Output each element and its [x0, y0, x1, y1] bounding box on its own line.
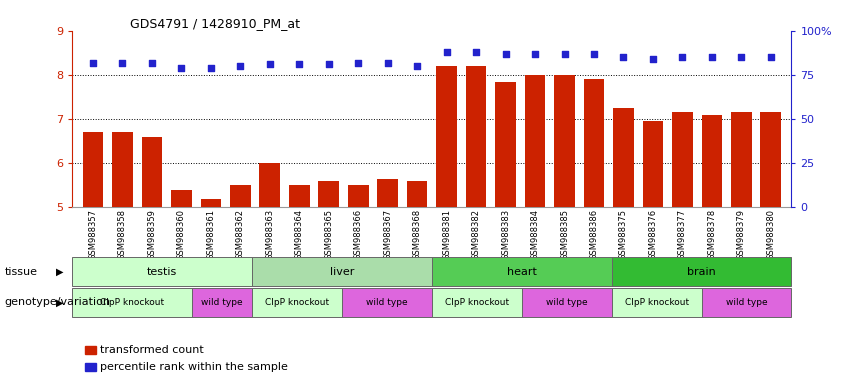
- Text: wild type: wild type: [545, 298, 587, 307]
- Bar: [83, 132, 103, 207]
- Bar: [613, 108, 634, 207]
- Text: testis: testis: [147, 266, 177, 277]
- Point: [381, 60, 395, 66]
- Bar: [72, 288, 192, 317]
- Bar: [465, 66, 487, 207]
- Bar: [112, 132, 133, 207]
- Bar: [761, 113, 781, 207]
- Point: [322, 61, 335, 67]
- Text: genotype/variation: genotype/variation: [4, 297, 111, 308]
- Bar: [141, 137, 163, 207]
- Text: heart: heart: [507, 266, 537, 277]
- Bar: [612, 257, 791, 286]
- Point: [705, 54, 718, 60]
- Bar: [495, 81, 516, 207]
- Bar: [701, 288, 791, 317]
- Point: [410, 63, 424, 69]
- Point: [233, 63, 247, 69]
- Text: transformed count: transformed count: [100, 345, 204, 355]
- Bar: [252, 257, 431, 286]
- Bar: [318, 181, 339, 207]
- Point: [587, 51, 601, 57]
- Text: ClpP knockout: ClpP knockout: [265, 298, 329, 307]
- Point: [676, 54, 689, 60]
- Bar: [643, 121, 663, 207]
- Bar: [612, 288, 701, 317]
- Bar: [171, 190, 191, 207]
- Point: [764, 54, 778, 60]
- Bar: [584, 79, 604, 207]
- Text: liver: liver: [330, 266, 354, 277]
- Point: [174, 65, 188, 71]
- Bar: [407, 181, 427, 207]
- Bar: [522, 288, 612, 317]
- Text: percentile rank within the sample: percentile rank within the sample: [100, 362, 288, 372]
- Bar: [289, 185, 310, 207]
- Bar: [431, 257, 612, 286]
- Text: wild type: wild type: [726, 298, 768, 307]
- Point: [146, 60, 159, 66]
- Bar: [525, 75, 545, 207]
- Bar: [672, 113, 693, 207]
- Point: [469, 49, 483, 55]
- Text: ClpP knockout: ClpP knockout: [445, 298, 509, 307]
- Bar: [437, 66, 457, 207]
- Point: [734, 54, 748, 60]
- Point: [86, 60, 100, 66]
- Text: ClpP knockout: ClpP knockout: [625, 298, 688, 307]
- Text: ▶: ▶: [56, 266, 64, 277]
- Bar: [431, 288, 522, 317]
- Point: [116, 60, 129, 66]
- Point: [557, 51, 571, 57]
- Bar: [554, 75, 574, 207]
- Point: [617, 54, 631, 60]
- Text: wild type: wild type: [202, 298, 243, 307]
- Text: GDS4791 / 1428910_PM_at: GDS4791 / 1428910_PM_at: [130, 17, 300, 30]
- Point: [499, 51, 512, 57]
- Text: brain: brain: [687, 266, 716, 277]
- Bar: [260, 163, 280, 207]
- Point: [528, 51, 542, 57]
- Bar: [731, 113, 751, 207]
- Point: [646, 56, 660, 62]
- Point: [204, 65, 218, 71]
- Point: [263, 61, 277, 67]
- Bar: [342, 288, 431, 317]
- Point: [351, 60, 365, 66]
- Bar: [72, 257, 252, 286]
- Text: ▶: ▶: [56, 297, 64, 308]
- Text: wild type: wild type: [366, 298, 408, 307]
- Bar: [377, 179, 398, 207]
- Bar: [252, 288, 342, 317]
- Bar: [230, 185, 251, 207]
- Text: tissue: tissue: [4, 266, 37, 277]
- Text: ClpP knockout: ClpP knockout: [100, 298, 164, 307]
- Point: [293, 61, 306, 67]
- Bar: [192, 288, 252, 317]
- Bar: [201, 199, 221, 207]
- Point: [440, 49, 454, 55]
- Bar: [701, 115, 722, 207]
- Bar: [348, 185, 368, 207]
